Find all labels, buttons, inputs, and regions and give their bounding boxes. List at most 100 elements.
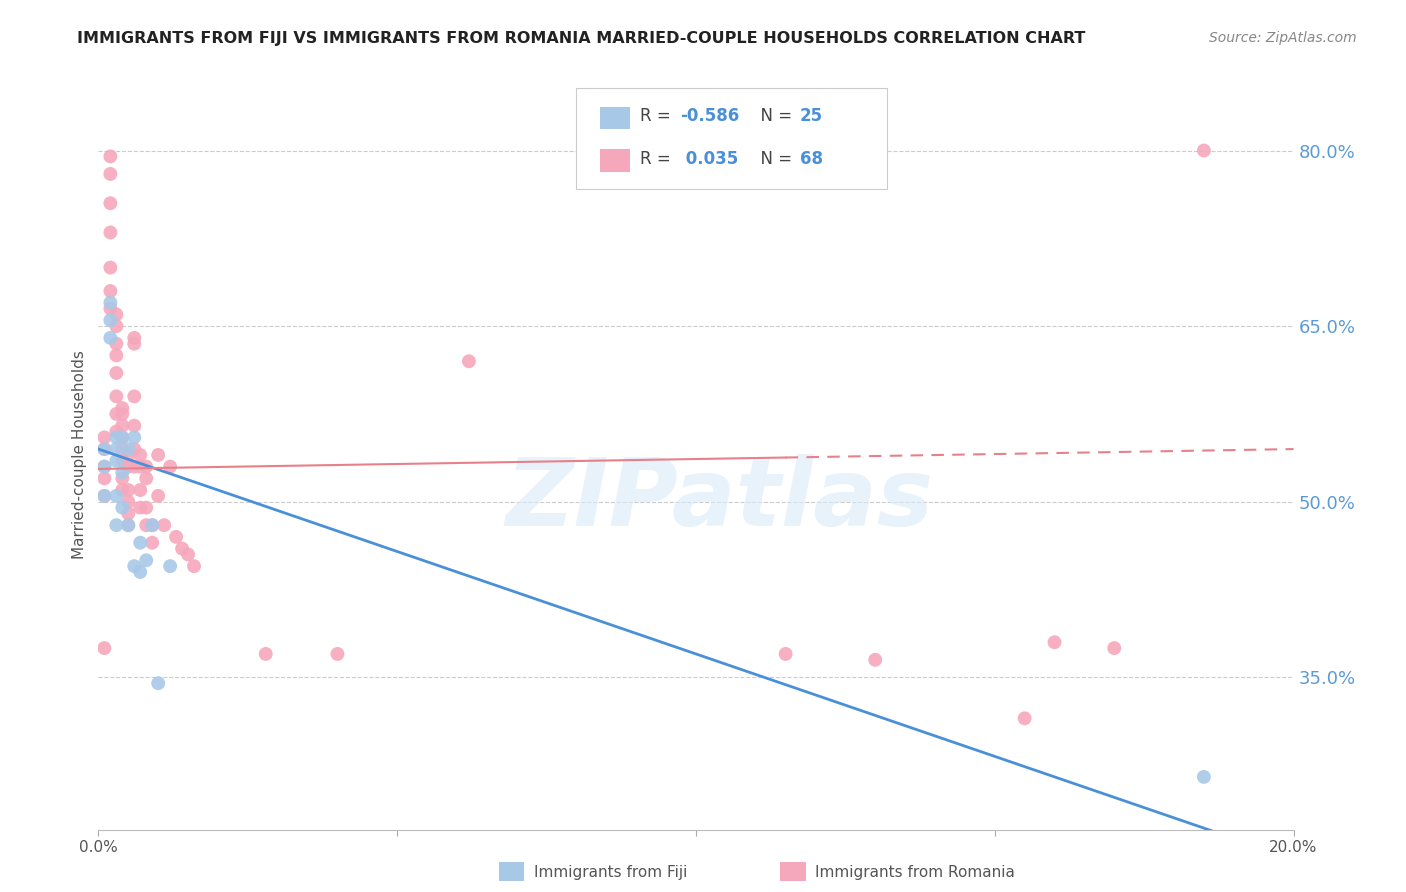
- Point: [172, 541, 194, 556]
- Point: [98, 331, 122, 345]
- Point: [93, 459, 115, 474]
- Point: [111, 454, 134, 468]
- Text: 68: 68: [800, 150, 823, 168]
- Point: [105, 348, 128, 362]
- Point: [135, 459, 157, 474]
- Point: [865, 653, 887, 667]
- Point: [105, 366, 128, 380]
- Point: [111, 466, 134, 480]
- Point: [111, 418, 134, 433]
- Point: [135, 500, 157, 515]
- Point: [98, 196, 122, 211]
- Point: [124, 336, 146, 351]
- Point: [775, 647, 797, 661]
- Point: [148, 489, 170, 503]
- Point: [148, 448, 170, 462]
- Text: N =: N =: [749, 150, 797, 168]
- Point: [98, 260, 122, 275]
- Point: [93, 459, 115, 474]
- Point: [105, 336, 128, 351]
- Point: [105, 307, 128, 321]
- FancyBboxPatch shape: [576, 87, 887, 189]
- Point: [124, 418, 146, 433]
- Point: [1192, 144, 1215, 158]
- Text: -0.586: -0.586: [681, 107, 740, 125]
- Text: Source: ZipAtlas.com: Source: ZipAtlas.com: [1209, 31, 1357, 45]
- Point: [93, 442, 115, 456]
- FancyBboxPatch shape: [600, 149, 630, 171]
- Point: [148, 676, 170, 690]
- Point: [93, 430, 115, 444]
- Point: [98, 313, 122, 327]
- Point: [105, 319, 128, 334]
- Point: [159, 559, 181, 574]
- Point: [105, 407, 128, 421]
- Point: [105, 389, 128, 403]
- Point: [117, 483, 139, 497]
- Point: [105, 454, 128, 468]
- Point: [1104, 641, 1126, 656]
- Point: [1014, 711, 1036, 725]
- Point: [141, 518, 163, 533]
- Point: [93, 489, 115, 503]
- Point: [105, 489, 128, 503]
- Y-axis label: Married-couple Households: Married-couple Households: [72, 351, 87, 559]
- Point: [111, 430, 134, 444]
- Point: [98, 284, 122, 298]
- Point: [93, 489, 115, 503]
- Point: [159, 459, 181, 474]
- Point: [117, 442, 139, 456]
- Point: [111, 471, 134, 485]
- Point: [458, 354, 481, 368]
- Point: [93, 641, 115, 656]
- Point: [93, 442, 115, 456]
- Point: [111, 483, 134, 497]
- Point: [93, 471, 115, 485]
- Text: IMMIGRANTS FROM FIJI VS IMMIGRANTS FROM ROMANIA MARRIED-COUPLE HOUSEHOLDS CORREL: IMMIGRANTS FROM FIJI VS IMMIGRANTS FROM …: [77, 31, 1085, 46]
- Point: [129, 535, 152, 549]
- Point: [129, 483, 152, 497]
- Point: [105, 518, 128, 533]
- Point: [98, 167, 122, 181]
- Point: [129, 448, 152, 462]
- Text: R =: R =: [640, 107, 676, 125]
- Point: [111, 407, 134, 421]
- Text: 25: 25: [800, 107, 823, 125]
- Point: [111, 401, 134, 416]
- Point: [129, 565, 152, 579]
- Point: [1043, 635, 1066, 649]
- Point: [117, 494, 139, 508]
- Point: [98, 149, 122, 163]
- Point: [117, 448, 139, 462]
- Text: Immigrants from Romania: Immigrants from Romania: [815, 865, 1015, 880]
- Point: [124, 459, 146, 474]
- Point: [135, 553, 157, 567]
- Point: [105, 425, 128, 439]
- Point: [117, 459, 139, 474]
- Point: [124, 389, 146, 403]
- Point: [117, 518, 139, 533]
- Point: [141, 535, 163, 549]
- Point: [129, 459, 152, 474]
- Point: [98, 226, 122, 240]
- Point: [98, 301, 122, 316]
- Point: [105, 430, 128, 444]
- Point: [105, 442, 128, 456]
- Point: [1192, 770, 1215, 784]
- Text: N =: N =: [749, 107, 797, 125]
- FancyBboxPatch shape: [600, 106, 630, 129]
- Point: [124, 331, 146, 345]
- Point: [129, 500, 152, 515]
- Point: [177, 548, 200, 562]
- Point: [117, 518, 139, 533]
- Point: [153, 518, 176, 533]
- Point: [124, 442, 146, 456]
- Point: [183, 559, 205, 574]
- Point: [254, 647, 277, 661]
- Point: [111, 430, 134, 444]
- Point: [135, 518, 157, 533]
- Point: [117, 507, 139, 521]
- Point: [124, 430, 146, 444]
- Point: [111, 500, 134, 515]
- Text: 0.035: 0.035: [681, 150, 738, 168]
